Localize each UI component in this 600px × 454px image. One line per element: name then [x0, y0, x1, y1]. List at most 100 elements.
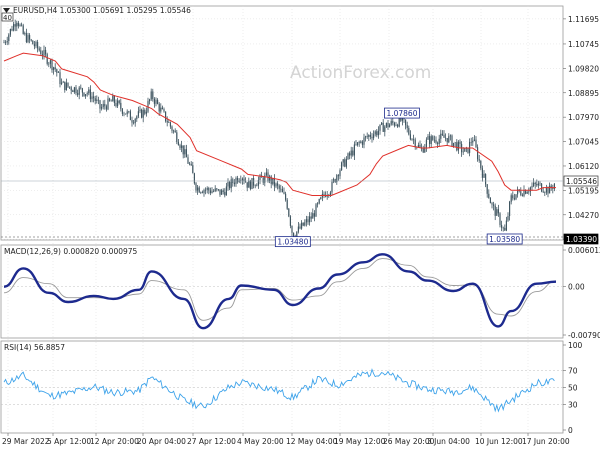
candle-body: [134, 118, 136, 124]
candle-body: [253, 178, 255, 186]
candle-body: [110, 100, 112, 102]
candle-body: [83, 92, 85, 96]
candle-body: [414, 139, 416, 148]
candle-body: [547, 187, 549, 194]
candle-body: [485, 173, 487, 185]
candle-body: [430, 136, 432, 145]
candle-body: [149, 99, 151, 102]
candle-body: [432, 136, 434, 140]
candle-body: [65, 82, 67, 91]
candle-body: [541, 183, 543, 192]
candle-body: [21, 24, 23, 26]
candle-body: [269, 176, 271, 182]
candle-body: [365, 136, 367, 138]
candle-body: [153, 98, 155, 104]
candle-body: [457, 141, 459, 151]
candle-body: [150, 91, 152, 100]
candle-body: [513, 198, 515, 200]
candle-body: [29, 35, 31, 40]
candle-body: [30, 39, 32, 41]
candle-body: [241, 178, 243, 181]
time-tick-label: 3 Jun 04:00: [427, 437, 470, 446]
candle-body: [53, 67, 55, 70]
candle-body: [173, 130, 175, 132]
price-tick-label: 1.11695: [568, 15, 599, 24]
candle-body: [6, 41, 8, 43]
candle-body: [289, 216, 291, 226]
candle-body: [246, 182, 248, 188]
candle-body: [497, 209, 499, 214]
scroll-marker-box[interactable]: [1, 12, 14, 22]
candle-body: [193, 173, 195, 184]
candle-body: [385, 122, 387, 127]
candle-body: [93, 96, 95, 99]
candle-body: [275, 183, 277, 187]
candle-body: [139, 109, 141, 112]
candle-body: [349, 153, 351, 156]
price-tick-label: 1.10745: [568, 40, 599, 49]
candle-body: [96, 99, 98, 102]
main-header: EURUSD,H4 1.05300 1.05691 1.05295 1.0554…: [13, 6, 191, 15]
candle-body: [192, 165, 194, 174]
candle-body: [224, 191, 226, 196]
candle-body: [333, 179, 335, 182]
candle-body: [141, 109, 143, 118]
annotation-box: [274, 236, 311, 248]
candle-body: [317, 203, 319, 205]
candle-body: [377, 130, 379, 136]
candle-body: [237, 177, 239, 182]
candle-body: [395, 124, 397, 126]
candle-body: [350, 150, 352, 156]
candle-body: [542, 191, 544, 193]
annotations: 1.03480 1.07860 1.03580: [274, 107, 523, 248]
candle-body: [449, 135, 451, 137]
candle-body: [515, 194, 517, 200]
candle-body: [270, 176, 272, 184]
candle-body: [371, 136, 373, 139]
candle-body: [507, 216, 509, 221]
candle-body: [489, 198, 491, 204]
candle-body: [19, 24, 21, 26]
candle-body: [347, 153, 349, 160]
candle-body: [264, 175, 266, 183]
candle-body: [288, 208, 290, 217]
candle-body: [219, 189, 221, 195]
candle-body: [256, 185, 258, 187]
candle-body: [221, 190, 223, 195]
candle-body: [205, 189, 207, 191]
candle-body: [230, 179, 232, 189]
candle-body: [281, 188, 283, 193]
candle-body: [398, 116, 400, 127]
candle-body: [520, 191, 522, 195]
candle-body: [48, 63, 50, 65]
price-tick-label: 1.09820: [568, 64, 599, 73]
candle-body: [227, 182, 229, 187]
candle-body: [305, 219, 307, 223]
price-tick-label: 1.08895: [568, 89, 599, 98]
candle-body: [94, 98, 96, 102]
rsi-levels: [1, 370, 563, 405]
candle-body: [443, 134, 445, 138]
collapse-arrow-icon[interactable]: [3, 8, 10, 13]
candle-body: [345, 159, 347, 167]
candle-body: [544, 192, 546, 193]
candle-body: [334, 179, 336, 183]
current-price-tag: 1.05546: [566, 177, 597, 186]
candle-body: [504, 227, 506, 231]
candle-body: [469, 141, 471, 153]
candle-body: [329, 192, 331, 195]
candle-body: [115, 102, 117, 107]
candle-body: [179, 145, 181, 148]
candle-body: [472, 140, 474, 143]
candle-body: [251, 178, 253, 190]
candle-body: [363, 137, 365, 145]
candle-body: [502, 227, 504, 229]
candle-body: [169, 122, 171, 127]
candle-body: [198, 187, 200, 193]
candle-body: [374, 131, 376, 135]
candle-body: [357, 142, 359, 145]
candle-body: [381, 122, 383, 125]
candle-body: [459, 141, 461, 144]
candle-body: [61, 82, 63, 85]
candle-body: [145, 111, 147, 114]
